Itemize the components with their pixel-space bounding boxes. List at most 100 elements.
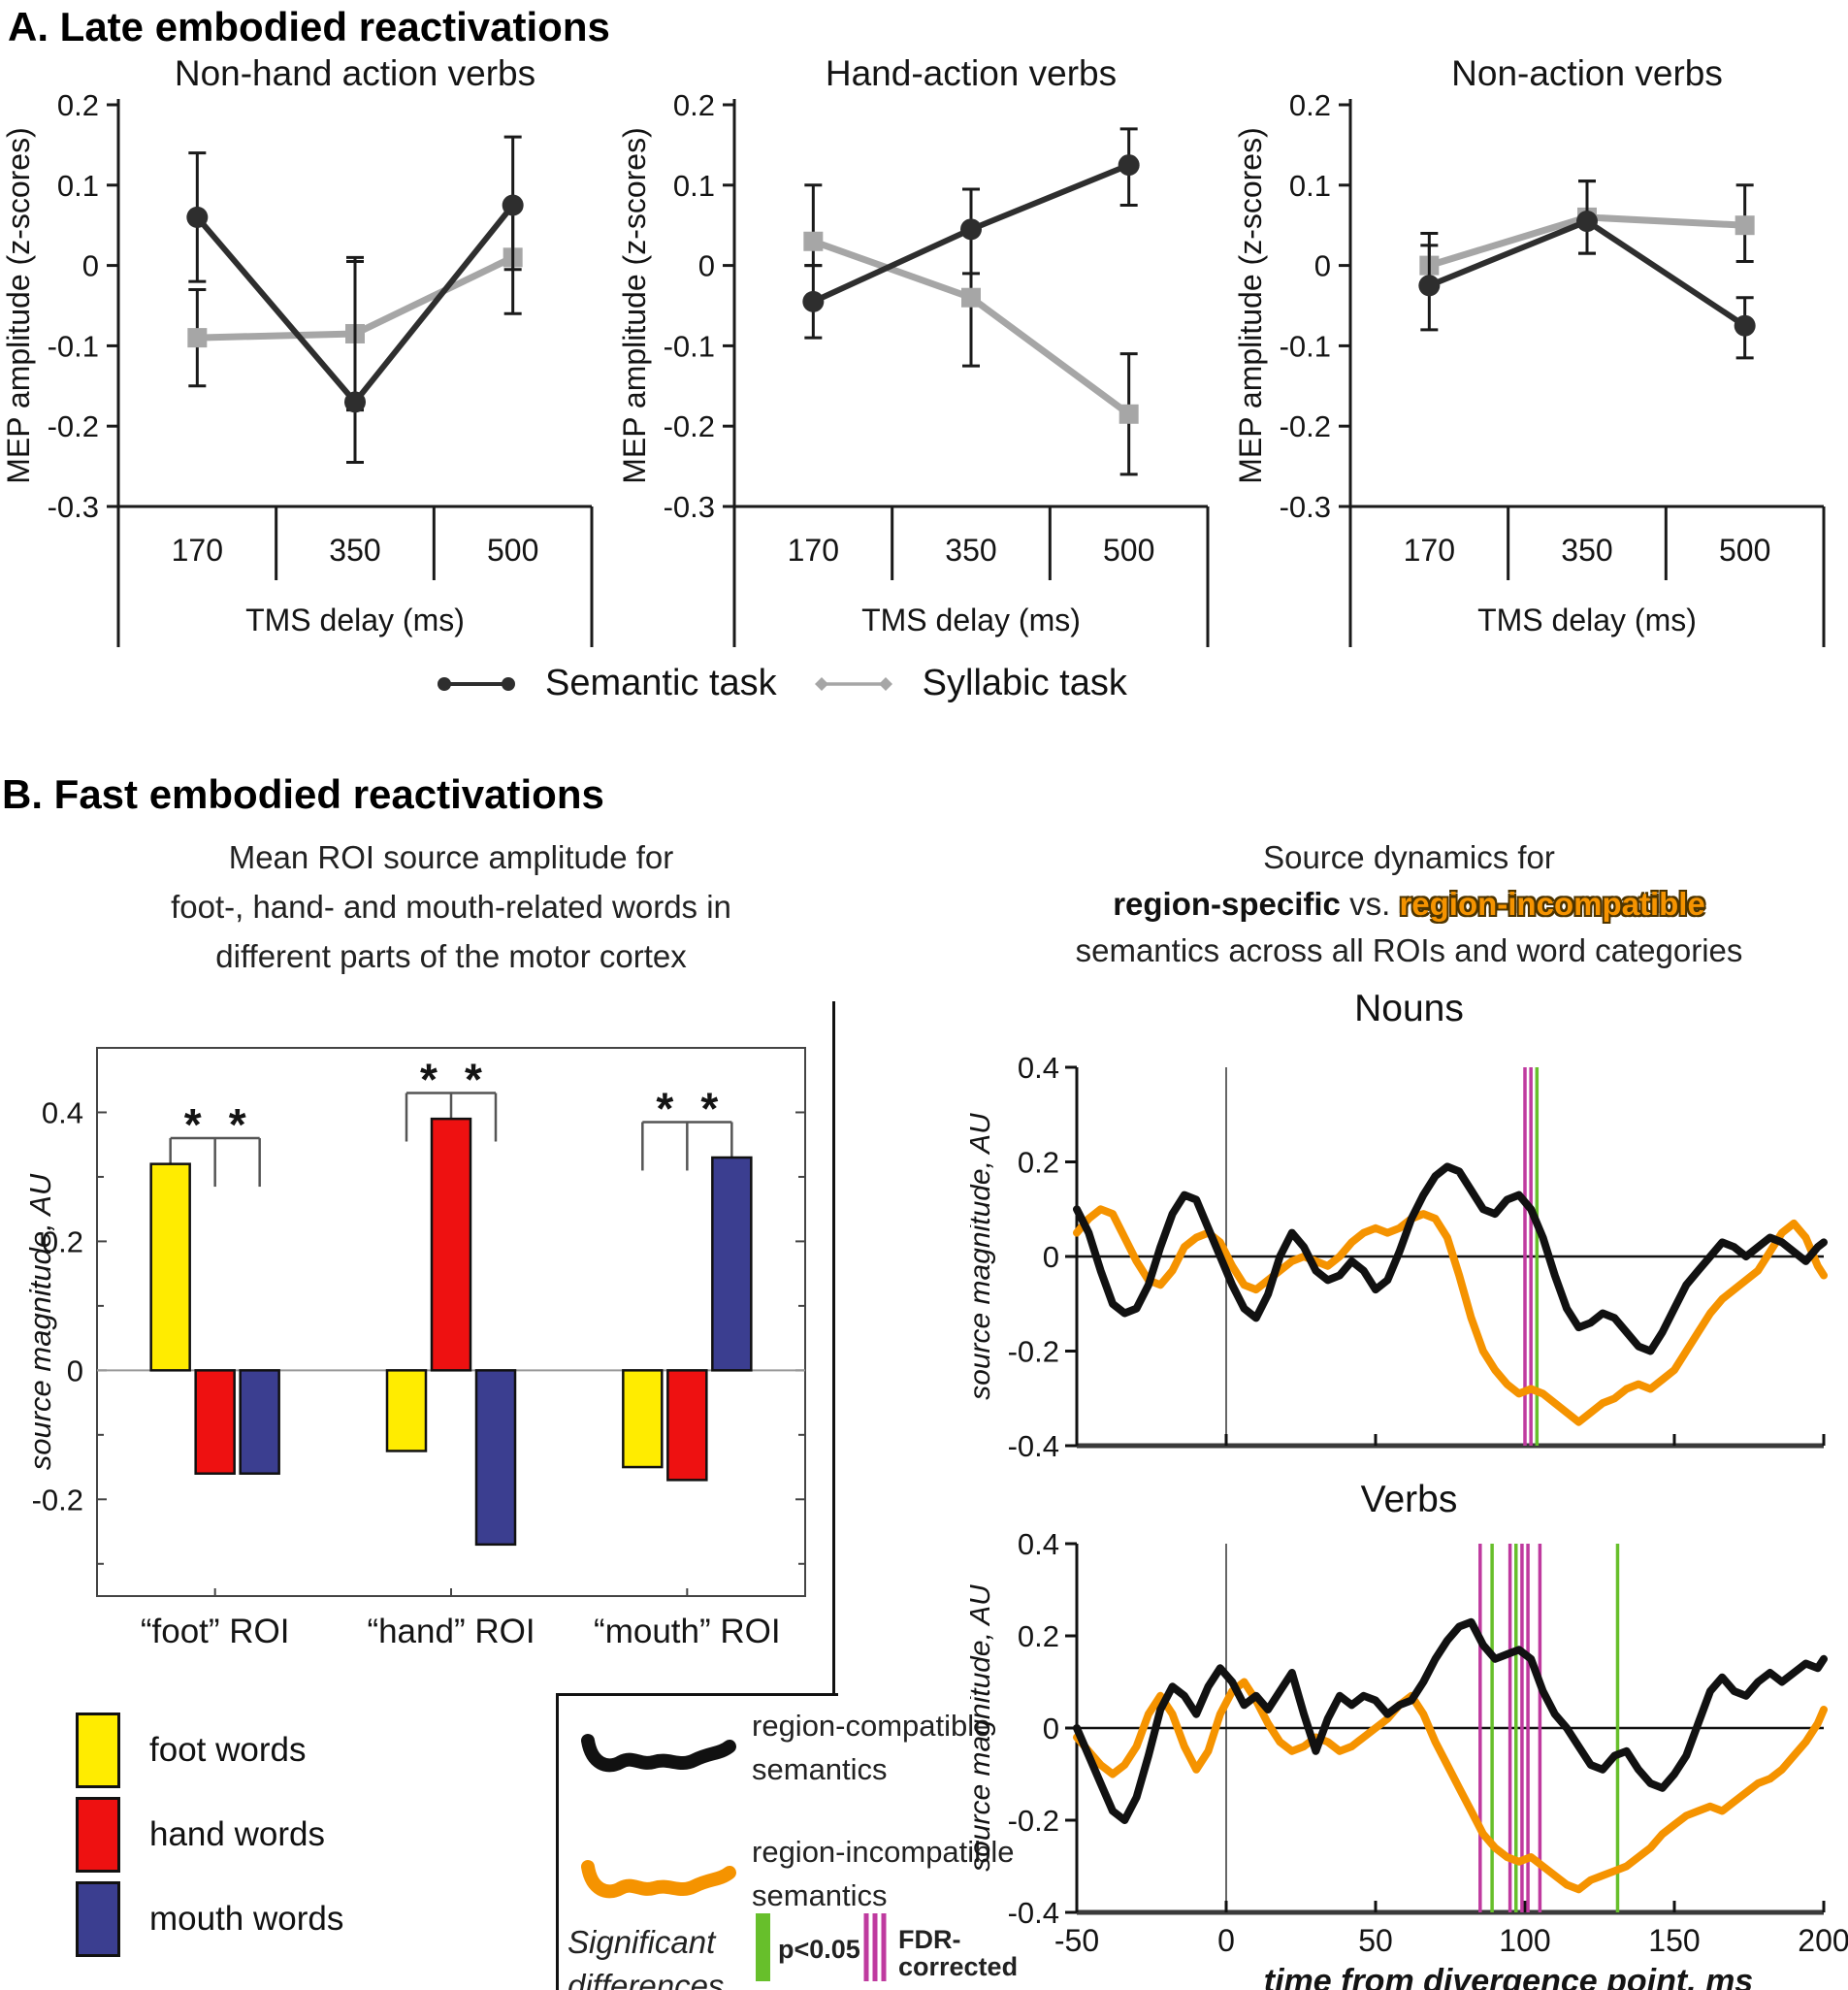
svg-text:-0.2: -0.2 bbox=[1008, 1804, 1059, 1838]
svg-text:-0.1: -0.1 bbox=[664, 329, 715, 363]
significance-asterisk: * bbox=[184, 1099, 202, 1150]
svg-text:500: 500 bbox=[1103, 533, 1154, 568]
svg-text:MEP amplitude (z-scores): MEP amplitude (z-scores) bbox=[1233, 127, 1268, 484]
significant-label-line2: differences bbox=[567, 1967, 725, 1990]
chart-hand-action-verbs: Hand-action verbs 0.2 0.1 0 -0.1 -0.2 -0.3 MEP … bbox=[617, 53, 1210, 647]
svg-text:170: 170 bbox=[788, 533, 839, 568]
semantic-task-marker-icon bbox=[438, 676, 515, 691]
svg-text:-0.2: -0.2 bbox=[1280, 409, 1331, 443]
y-axis bbox=[723, 99, 736, 508]
legend-region-incompatible-line1: region-incompatible bbox=[752, 1835, 1015, 1869]
significance-asterisk: * bbox=[700, 1083, 718, 1133]
bar-chart-title-line1: Mean ROI source amplitude for bbox=[228, 839, 674, 875]
svg-text:170: 170 bbox=[172, 533, 223, 568]
svg-text:0: 0 bbox=[1314, 249, 1331, 283]
svg-text:source magnitude, AU: source magnitude, AU bbox=[29, 1173, 57, 1470]
panel-a-legend: Semantic task Syllabic task bbox=[435, 663, 1127, 704]
plot-box bbox=[96, 1047, 806, 1597]
y-tick-labels: 0.4 0.2 0 -0.2 -0.4 bbox=[1008, 1051, 1059, 1463]
verbs-title: Verbs bbox=[1360, 1479, 1458, 1520]
bar-chart-title: Mean ROI source amplitude for foot-, han… bbox=[92, 832, 810, 981]
svg-text:50: 50 bbox=[1358, 1923, 1393, 1958]
x-axis-label: time from divergence point, ms bbox=[1264, 1963, 1753, 1990]
dynamics-title-line1: Source dynamics for bbox=[1263, 839, 1555, 875]
y-axis-label: source magnitude, AU bbox=[29, 1173, 57, 1470]
y-axis-label: MEP amplitude (z-scores) bbox=[1233, 127, 1268, 484]
y-axis-label: source magnitude, AU bbox=[970, 1113, 996, 1400]
fdr-label-line2: corrected bbox=[898, 1952, 1019, 1982]
svg-text:150: 150 bbox=[1648, 1923, 1700, 1958]
svg-text:0: 0 bbox=[698, 249, 715, 283]
svg-text:0.2: 0.2 bbox=[57, 88, 99, 122]
x-tick-labels: 170 350 500 bbox=[788, 533, 1155, 568]
dynamics-legend-box bbox=[556, 1693, 838, 1990]
chart-non-action-verbs: Non-action verbs 0.2 0.1 0 -0.1 -0.2 -0.3 MEP a… bbox=[1233, 53, 1826, 647]
significant-label-line1: Significant bbox=[567, 1924, 716, 1960]
legend-region-compatible-line1: region-compatible bbox=[752, 1709, 991, 1743]
x-tick-labels: -50 0 50 100 150 200 bbox=[1054, 1923, 1848, 1958]
svg-text:“mouth” ROI: “mouth” ROI bbox=[594, 1613, 781, 1650]
chart-nouns-dynamics: 0.4 0.2 0 -0.2 -0.4 source magnitude, AU bbox=[970, 1051, 1828, 1463]
x-axis bbox=[116, 505, 594, 647]
dynamics-title-line2: region-specific vs. region-incompatible bbox=[970, 881, 1848, 928]
legend-item-mouth-words: mouth words bbox=[76, 1881, 343, 1957]
significance-asterisk: * bbox=[465, 1055, 482, 1105]
svg-text:0.1: 0.1 bbox=[673, 169, 715, 203]
legend-region-incompatible: region-incompatible semantics bbox=[752, 1831, 1015, 1918]
svg-text:0.2: 0.2 bbox=[1018, 1619, 1059, 1653]
svg-text:-0.3: -0.3 bbox=[1280, 490, 1331, 524]
hand-words-swatch-icon bbox=[76, 1797, 120, 1873]
chart-non-hand-action-verbs: Non-hand action verbs 0.2 0.1 0 -0.1 -0.2 -0.3… bbox=[1, 53, 594, 647]
panel-a-header: A. Late embodied reactivations bbox=[8, 4, 610, 49]
svg-text:0.4: 0.4 bbox=[1018, 1527, 1059, 1561]
svg-text:0: 0 bbox=[82, 249, 99, 283]
y-axis-label: MEP amplitude (z-scores) bbox=[1, 127, 36, 484]
svg-text:0.2: 0.2 bbox=[42, 1224, 83, 1258]
fdr-swatch-icon bbox=[863, 1913, 887, 1981]
series-semantic-task bbox=[802, 127, 1140, 340]
svg-text:0.2: 0.2 bbox=[673, 88, 715, 122]
series-semantic-task bbox=[1418, 179, 1756, 360]
bar-series-foot bbox=[149, 1162, 664, 1469]
svg-text:Hand-action verbs: Hand-action verbs bbox=[826, 53, 1117, 93]
x-category-labels: “foot” ROI “hand” ROI “mouth” ROI bbox=[141, 1613, 781, 1650]
svg-text:source magnitude, AU: source magnitude, AU bbox=[970, 1584, 996, 1872]
svg-text:TMS delay (ms): TMS delay (ms) bbox=[861, 603, 1081, 637]
bar-chart-title-line2: foot-, hand- and mouth-related words in bbox=[171, 889, 731, 926]
svg-text:170: 170 bbox=[1404, 533, 1455, 568]
legend-region-compatible: region-compatible semantics bbox=[752, 1705, 990, 1792]
syllabic-task-marker-icon bbox=[814, 676, 892, 691]
x-axis-label: TMS delay (ms) bbox=[861, 603, 1081, 637]
nouns-title: Nouns bbox=[1354, 988, 1464, 1029]
x-tick-labels: 170 350 500 bbox=[1404, 533, 1771, 568]
series-compatible bbox=[1073, 1162, 1828, 1355]
y-tick-labels: 0.4 0.2 0 -0.2 -0.4 bbox=[1008, 1527, 1059, 1930]
legend-label-foot-words: foot words bbox=[149, 1731, 307, 1769]
vs-text: vs. bbox=[1340, 885, 1400, 922]
y-axis-label: MEP amplitude (z-scores) bbox=[617, 127, 652, 484]
significance-asterisk: * bbox=[420, 1055, 438, 1105]
foot-words-swatch-icon bbox=[76, 1713, 120, 1788]
region-incompatible-line-icon bbox=[581, 1860, 736, 1899]
fdr-label-line1: FDR- bbox=[898, 1925, 961, 1954]
svg-text:-50: -50 bbox=[1054, 1923, 1099, 1958]
svg-text:0.2: 0.2 bbox=[1018, 1146, 1059, 1180]
svg-text:time from divergence point, ms: time from divergence point, ms bbox=[1264, 1963, 1753, 1990]
bars bbox=[149, 1117, 753, 1547]
legend-item-hand-words: hand words bbox=[76, 1797, 325, 1873]
svg-text:100: 100 bbox=[1499, 1923, 1550, 1958]
svg-text:-0.2: -0.2 bbox=[32, 1483, 83, 1517]
svg-text:0.1: 0.1 bbox=[57, 169, 99, 203]
p-value-swatch-icon bbox=[756, 1913, 770, 1981]
panel-divider-line bbox=[832, 1001, 835, 1693]
legend-label-syllabic-task: Syllabic task bbox=[922, 663, 1127, 703]
svg-text:0.2: 0.2 bbox=[1289, 88, 1331, 122]
chart-title: Non-action verbs bbox=[1451, 53, 1723, 93]
y-tick-labels: 0.2 0.1 0 -0.1 -0.2 -0.3 bbox=[48, 88, 99, 524]
svg-text:TMS delay (ms): TMS delay (ms) bbox=[245, 603, 465, 637]
svg-text:“hand” ROI: “hand” ROI bbox=[367, 1613, 535, 1650]
legend-label-hand-words: hand words bbox=[149, 1815, 325, 1853]
region-specific-text: region-specific bbox=[1113, 885, 1341, 922]
bar-series-hand bbox=[194, 1117, 708, 1482]
significance-asterisk: * bbox=[229, 1099, 246, 1150]
